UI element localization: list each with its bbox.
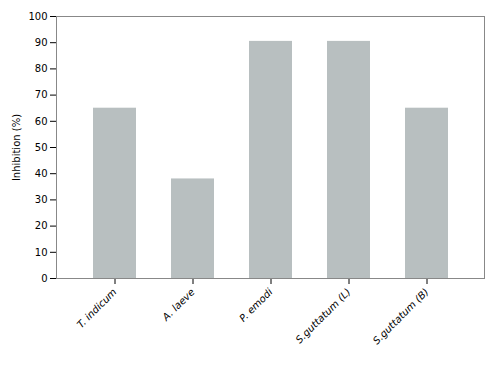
svg-text:40: 40 [35, 168, 48, 179]
svg-text:30: 30 [35, 194, 48, 205]
svg-text:90: 90 [35, 37, 48, 48]
svg-text:T. indicum: T. indicum [75, 286, 119, 330]
svg-text:80: 80 [35, 63, 48, 74]
svg-text:70: 70 [35, 89, 48, 100]
svg-text:A. laeve: A. laeve [160, 286, 197, 323]
svg-text:60: 60 [35, 116, 48, 127]
svg-text:0: 0 [41, 273, 47, 284]
svg-text:10: 10 [35, 247, 48, 258]
svg-text:P. emodi: P. emodi [237, 286, 275, 324]
svg-text:100: 100 [28, 11, 47, 22]
svg-text:S.guttatum (B): S.guttatum (B) [371, 286, 431, 346]
svg-text:50: 50 [35, 142, 48, 153]
svg-text:Inhibition (%): Inhibition (%) [11, 114, 22, 181]
svg-text:S.guttatum (L): S.guttatum (L) [293, 286, 352, 345]
svg-text:20: 20 [35, 220, 48, 231]
